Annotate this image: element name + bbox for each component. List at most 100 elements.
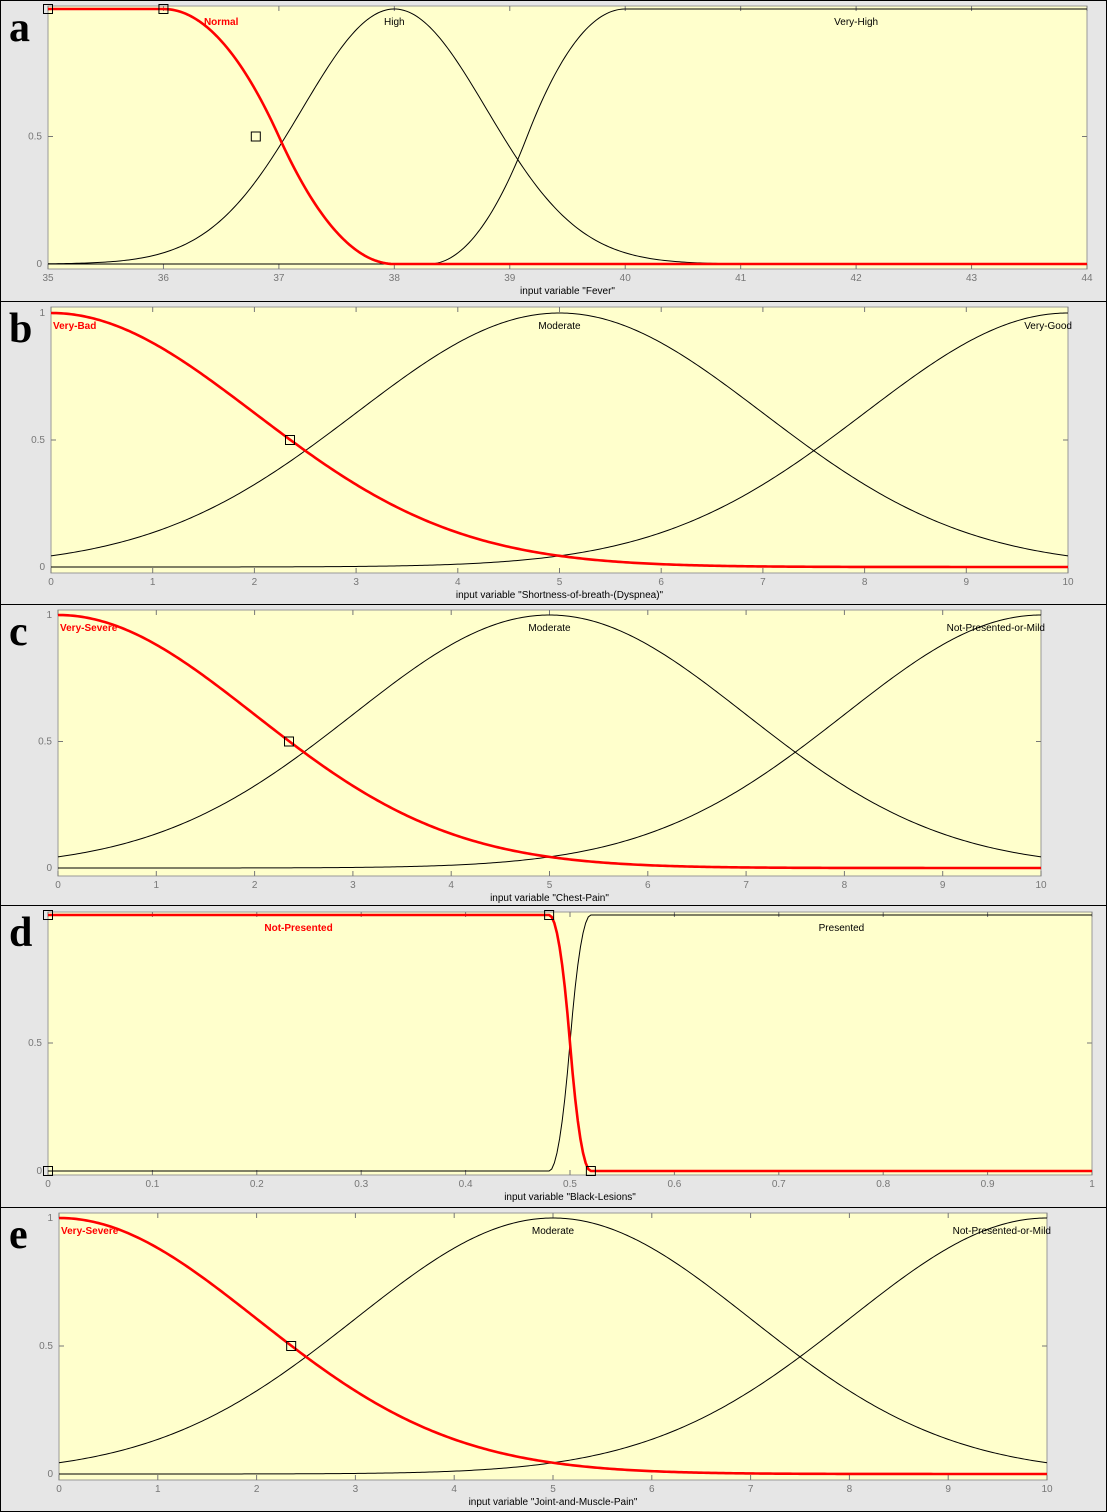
x-tick-label: 4 (455, 577, 461, 588)
mf-marker[interactable] (250, 131, 261, 142)
x-tick-label: 1 (155, 1484, 161, 1495)
x-tick-label: 44 (1081, 273, 1093, 284)
x-tick-label: 2 (252, 880, 258, 891)
x-tick-label: 0.4 (459, 1179, 473, 1190)
chart-a: 35 36 37 38 39 40 41 42 43 44 0 0.5 input variable "… (28, 4, 1093, 297)
x-tick-label: 5 (547, 880, 553, 891)
x-tick-label: 8 (862, 577, 868, 588)
x-tick-label: 0.5 (563, 1179, 577, 1190)
panel-d: 0 0.1 0.2 0.3 0.4 0.5 0.6 0.7 0.8 0.9 1 0 0.5 input v… (0, 905, 1107, 1208)
y-tick-label: 0.5 (38, 737, 52, 748)
x-tick-label: 9 (940, 880, 946, 891)
x-tick-label: 7 (760, 577, 766, 588)
mf-marker[interactable] (544, 910, 555, 920)
mf-curve-not-presented[interactable] (48, 913, 1092, 1173)
y-tick-label: 0 (36, 1166, 42, 1177)
x-axis-label: input variable "Joint-and-Muscle-Pain" (469, 1497, 638, 1508)
x-tick-label: 0.7 (772, 1179, 786, 1190)
mf-label: Moderate (538, 321, 581, 332)
x-axis-label: input variable "Shortness-of-breath-(Dys… (456, 590, 664, 601)
mf-marker[interactable] (158, 4, 169, 14)
mf-curve-very-bad[interactable] (50, 311, 1068, 569)
mf-marker[interactable] (284, 435, 295, 445)
x-axis-label: input variable "Black-Lesions" (504, 1192, 636, 1203)
chart-c: 0 1 2 3 4 5 6 7 8 9 10 0 0.5 1 input variable "Chest-P… (38, 609, 1047, 904)
x-tick-label: 43 (966, 273, 978, 284)
mf-curve-very-high[interactable] (48, 8, 1087, 265)
x-tick-label: 0.1 (145, 1179, 159, 1190)
x-tick-label: 38 (389, 273, 401, 284)
x-tick-label: 6 (649, 1484, 655, 1495)
plot-area (50, 306, 1069, 574)
x-tick-label: 3 (350, 880, 356, 891)
chart-b: 0 1 2 3 4 5 6 7 8 9 10 0 0.5 1 input variable "Shortne… (31, 306, 1074, 601)
y-tick-label: 0 (36, 259, 42, 270)
x-tick-label: 35 (42, 273, 54, 284)
mf-curve-very-severe[interactable] (58, 1216, 1047, 1476)
x-tick-label: 0.9 (981, 1179, 995, 1190)
panel-letter: b (9, 306, 33, 352)
x-tick-label: 0 (45, 1179, 51, 1190)
x-tick-label: 36 (158, 273, 170, 284)
panel-e: 0 1 2 3 4 5 6 7 8 9 10 0 0.5 1 input variable "Joint-a… (0, 1207, 1107, 1512)
mf-label: Not-Presented (264, 923, 332, 934)
mf-marker[interactable] (286, 1341, 297, 1351)
panel-letter: c (9, 609, 28, 655)
x-tick-label: 9 (964, 577, 970, 588)
mf-marker[interactable] (43, 4, 53, 14)
y-tick-label: 0.5 (28, 1038, 42, 1049)
x-tick-label: 41 (735, 273, 747, 284)
mf-label: Not-Presented-or-Mild (947, 623, 1045, 634)
mf-marker[interactable] (43, 910, 53, 920)
mf-curve-moderate[interactable] (57, 614, 1042, 858)
y-tick-label: 0 (47, 1469, 53, 1480)
mf-marker[interactable] (43, 1166, 53, 1176)
mf-label: Very-Severe (61, 1226, 119, 1237)
y-tick-label: 1 (46, 610, 52, 621)
chart-d: 0 0.1 0.2 0.3 0.4 0.5 0.6 0.7 0.8 0.9 1 0 0.5 input v… (28, 910, 1095, 1203)
y-tick-label: 0.5 (28, 132, 42, 143)
x-axis-label: input variable "Fever" (520, 286, 615, 297)
mf-label: Very-Severe (60, 623, 118, 634)
plot-area (58, 1212, 1048, 1481)
x-tick-label: 3 (353, 1484, 359, 1495)
x-tick-label: 39 (504, 273, 516, 284)
x-tick-label: 10 (1035, 880, 1047, 891)
mf-label: Normal (204, 17, 239, 28)
mf-marker[interactable] (585, 1166, 596, 1176)
mf-marker[interactable] (284, 736, 295, 747)
x-tick-label: 0 (56, 1484, 62, 1495)
x-tick-label: 8 (847, 1484, 853, 1495)
x-tick-label: 9 (945, 1484, 951, 1495)
mf-curve-normal[interactable] (48, 7, 1087, 266)
x-tick-label: 4 (448, 880, 454, 891)
x-tick-label: 6 (645, 880, 651, 891)
mf-label: Very-High (834, 17, 878, 28)
x-axis-label: input variable "Chest-Pain" (490, 893, 609, 904)
mf-label: Very-Bad (53, 321, 96, 332)
mf-label: Very-Good (1024, 321, 1072, 332)
x-tick-label: 5 (550, 1484, 556, 1495)
mf-label: Presented (819, 923, 865, 934)
x-tick-label: 7 (748, 1484, 754, 1495)
y-tick-label: 0 (46, 863, 52, 874)
x-tick-label: 2 (254, 1484, 260, 1495)
mf-curve-very-severe[interactable] (57, 613, 1041, 870)
panel-letter: e (9, 1212, 28, 1258)
x-tick-label: 0.6 (667, 1179, 681, 1190)
y-tick-label: 0.5 (39, 1341, 53, 1352)
y-tick-label: 0.5 (31, 435, 45, 446)
x-tick-label: 40 (620, 273, 632, 284)
x-tick-label: 5 (557, 577, 563, 588)
x-tick-label: 8 (842, 880, 848, 891)
mf-label: Moderate (528, 623, 571, 634)
chart-e: 0 1 2 3 4 5 6 7 8 9 10 0 0.5 1 input variable "Joint-a… (39, 1212, 1053, 1508)
panel-a: 35 36 37 38 39 40 41 42 43 44 0 0.5 input variable "… (0, 0, 1107, 302)
mf-label: Moderate (532, 1226, 575, 1237)
panel-b: 0 1 2 3 4 5 6 7 8 9 10 0 0.5 1 input variable "Shortne… (0, 301, 1107, 605)
mf-curve-moderate[interactable] (50, 312, 1069, 557)
y-tick-label: 0 (39, 562, 45, 573)
x-tick-label: 10 (1041, 1484, 1053, 1495)
mf-curve-moderate[interactable] (58, 1217, 1048, 1464)
